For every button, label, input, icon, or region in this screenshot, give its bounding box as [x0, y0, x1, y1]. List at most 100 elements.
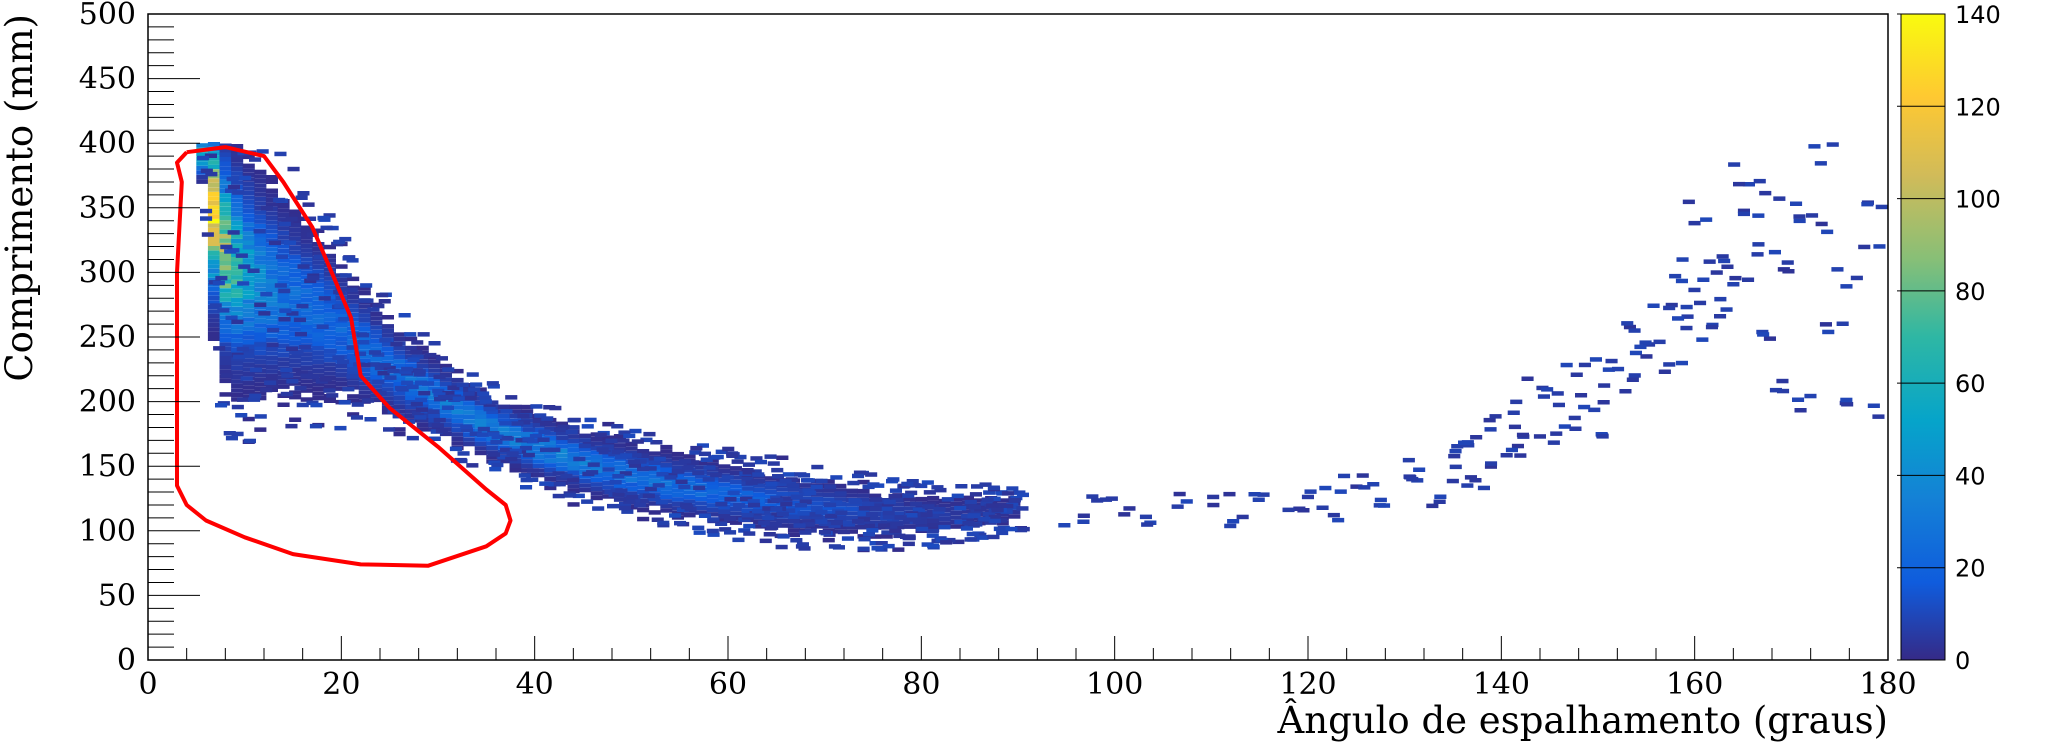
- heatmap-bin: [470, 382, 483, 387]
- heatmap-bin: [289, 227, 302, 233]
- heatmap-bin: [623, 499, 636, 504]
- heatmap-bin: [207, 255, 220, 260]
- heatmap-bin: [416, 363, 429, 369]
- heatmap-bin: [312, 296, 325, 301]
- heatmap-bin: [253, 229, 266, 234]
- heatmap-bin: [378, 299, 391, 304]
- heatmap-bin: [323, 276, 336, 281]
- heatmap-bin: [954, 505, 967, 511]
- heatmap-bin: [729, 520, 742, 525]
- heatmap-bin: [1008, 509, 1021, 515]
- heatmap-bin: [276, 254, 289, 259]
- heatmap-bin: [592, 506, 605, 511]
- heatmap-bin: [381, 382, 394, 388]
- heatmap-bin: [254, 282, 267, 288]
- heatmap-bin: [323, 380, 336, 385]
- heatmap-bin: [521, 432, 534, 437]
- heatmap-bin: [822, 510, 835, 516]
- heatmap-bin: [793, 523, 806, 528]
- heatmap-bin: [1252, 497, 1265, 502]
- heatmap-bin: [393, 363, 406, 369]
- heatmap-bin: [718, 486, 731, 492]
- heatmap-bin: [335, 372, 348, 378]
- heatmap-bin: [637, 507, 650, 513]
- heatmap-bin: [242, 353, 255, 358]
- heatmap-bin: [314, 254, 327, 260]
- heatmap-bin: [729, 493, 742, 498]
- heatmap-bin: [560, 473, 573, 479]
- heatmap-bin: [1634, 344, 1647, 350]
- heatmap-bin: [1790, 201, 1803, 206]
- heatmap-bin: [567, 470, 580, 475]
- heatmap-bin: [312, 341, 325, 346]
- heatmap-bin: [1733, 181, 1746, 187]
- heatmap-bin: [424, 352, 437, 358]
- heatmap-bin: [660, 467, 673, 472]
- heatmap-bin: [815, 509, 828, 515]
- heatmap-bin: [1751, 252, 1764, 257]
- heatmap-bin: [763, 532, 776, 537]
- heatmap-bin: [254, 201, 267, 206]
- heatmap-bin: [1815, 221, 1828, 227]
- heatmap-bin: [439, 372, 452, 378]
- heatmap-bin: [289, 336, 302, 341]
- heatmap-bin: [555, 457, 568, 463]
- heatmap-bin: [648, 510, 661, 515]
- heatmap-bin: [695, 474, 708, 479]
- heatmap-bin: [621, 509, 634, 514]
- heatmap-bin: [231, 329, 244, 334]
- heatmap-bin: [613, 443, 626, 448]
- heatmap-bin: [1781, 260, 1794, 265]
- heatmap-bin: [260, 291, 273, 297]
- heatmap-cells: [196, 142, 1888, 553]
- heatmap-bin: [393, 350, 406, 355]
- heatmap-bin: [885, 524, 898, 530]
- heatmap-bin: [207, 164, 220, 170]
- heatmap-bin: [286, 346, 299, 351]
- heatmap-bin: [339, 236, 352, 242]
- heatmap-bin: [1332, 517, 1345, 523]
- heatmap-bin: [804, 490, 817, 496]
- heatmap-bin: [242, 213, 255, 218]
- heatmap-bin: [773, 481, 786, 487]
- heatmap-bin: [1406, 476, 1419, 482]
- heatmap-bin: [1403, 474, 1416, 479]
- heatmap-bin: [749, 469, 762, 474]
- heatmap-bin: [799, 505, 812, 511]
- heatmap-bin: [497, 404, 510, 410]
- heatmap-bin: [695, 501, 708, 506]
- heatmap-bin: [841, 536, 854, 541]
- y-tick-label: 500: [79, 0, 136, 32]
- heatmap-bin: [835, 510, 848, 515]
- heatmap-bin: [242, 168, 255, 173]
- heatmap-bin: [790, 538, 803, 543]
- heatmap-bin: [231, 270, 244, 276]
- heatmap-bin: [487, 432, 500, 437]
- heatmap-bin: [1840, 397, 1853, 403]
- heatmap-bin: [753, 492, 766, 497]
- heatmap-bin: [347, 371, 360, 376]
- heatmap-bin: [648, 501, 661, 506]
- heatmap-bin: [660, 458, 673, 463]
- heatmap-bin: [383, 427, 396, 432]
- heatmap-bin: [1703, 259, 1716, 264]
- heatmap-bin: [1016, 492, 1029, 498]
- heatmap-bin: [231, 144, 244, 149]
- heatmap-bin: [406, 435, 419, 441]
- heatmap-bin: [1091, 498, 1104, 503]
- heatmap-bin: [710, 472, 723, 478]
- heatmap-bin: [1316, 505, 1329, 510]
- heatmap-bin: [277, 361, 290, 367]
- heatmap-bin: [254, 305, 267, 310]
- heatmap-bin: [486, 414, 499, 419]
- heatmap-bin: [347, 353, 360, 358]
- heatmap-bin: [277, 217, 290, 222]
- heatmap-bin: [892, 506, 905, 512]
- heatmap-bin: [240, 376, 253, 381]
- heatmap-bin: [300, 365, 313, 371]
- heatmap-bin: [650, 440, 663, 445]
- heatmap-bin: [381, 360, 394, 365]
- heatmap-bin: [207, 291, 220, 296]
- heatmap-bin: [451, 436, 464, 442]
- heatmap-bin: [1663, 362, 1676, 367]
